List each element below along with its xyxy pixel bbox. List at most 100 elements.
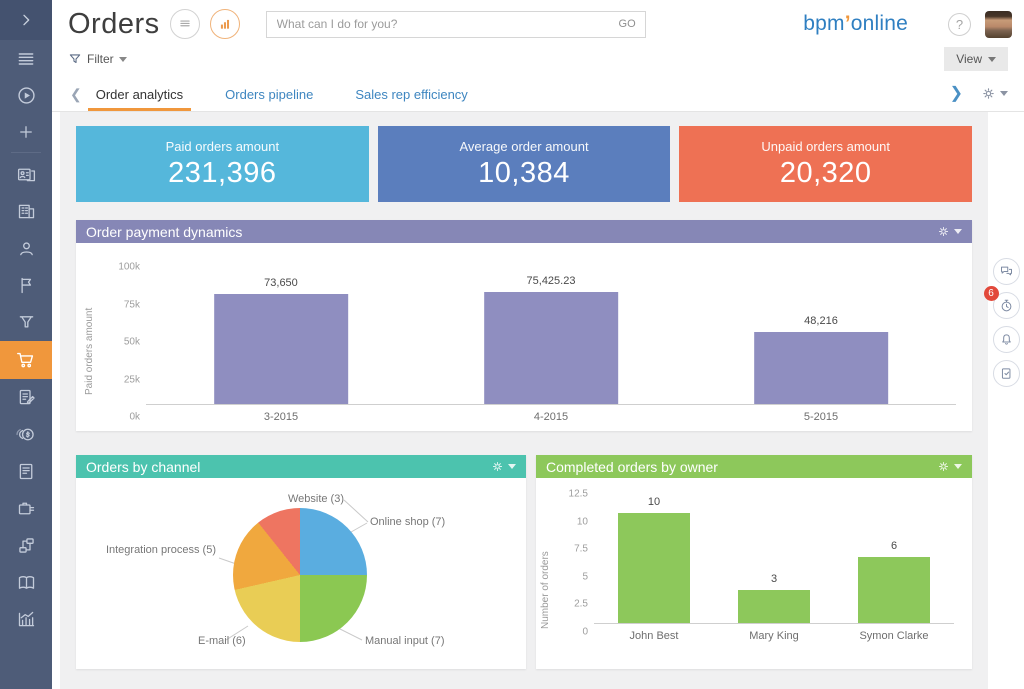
widget-title: Orders by channel <box>86 458 201 475</box>
bar-john-best[interactable]: 10 <box>618 496 690 623</box>
y-tick: 50k <box>123 336 140 348</box>
analytics-view-button[interactable] <box>209 9 240 39</box>
tab-sales-rep-efficiency[interactable]: Sales rep efficiency <box>355 87 468 102</box>
x-axis-ticks: John Best Mary King Symon Clarke <box>594 624 954 646</box>
sidebar-item-menu[interactable] <box>0 40 52 77</box>
chat-icon <box>999 264 1014 279</box>
sidebar-item-projects[interactable] <box>0 490 52 527</box>
widget-settings-button[interactable] <box>491 460 516 473</box>
tab-order-analytics[interactable]: Order analytics <box>87 87 192 111</box>
dashboard-tabs: ❮ Order analytics Orders pipeline Sales … <box>52 74 1024 112</box>
chart-body: Number of orders 12.5 10 7.5 5 2.5 0 10 3 6 Joh… <box>536 478 972 669</box>
kpi-paid-orders[interactable]: Paid orders amount 231,396 <box>76 126 369 202</box>
chevron-down-icon <box>954 229 962 234</box>
chevron-down-icon <box>988 56 996 62</box>
tabs-back-chevron[interactable]: ❮ <box>70 86 82 102</box>
help-button[interactable]: ? <box>948 12 971 36</box>
reminders-button[interactable]: 6 <box>983 286 1020 319</box>
x-axis-ticks: 3-2015 4-2015 5-2015 <box>146 405 956 427</box>
feed-button[interactable] <box>992 258 1020 285</box>
bar-symon-clarke[interactable]: 6 <box>858 540 930 623</box>
y-tick: 0k <box>129 411 140 423</box>
sidebar-expand-button[interactable] <box>0 0 52 40</box>
pie-chart[interactable] <box>233 508 367 642</box>
bar-plot: 10 3 6 <box>594 486 954 624</box>
widget-completed-orders-by-owner: Completed orders by owner Number of orde… <box>536 455 972 669</box>
contract-icon <box>16 387 37 408</box>
search-input[interactable] <box>266 11 597 37</box>
widget-settings-button[interactable] <box>937 460 962 473</box>
sidebar-item-group[interactable] <box>0 156 52 193</box>
sidebar-item-contacts[interactable] <box>0 230 52 267</box>
play-circle-icon <box>16 85 37 106</box>
sidebar-item-orders[interactable] <box>0 341 52 379</box>
sidebar-item-invoices[interactable] <box>0 416 52 453</box>
sidebar-item-knowledge-base[interactable] <box>0 564 52 601</box>
briefcase-icon <box>16 498 37 519</box>
y-tick: 25k <box>123 374 140 385</box>
sidebar-divider <box>11 152 41 153</box>
y-axis-ticks: 100k 75k 50k 25k 0k <box>102 262 140 423</box>
top-bar: Orders GO bpm’online ? <box>52 0 1024 44</box>
y-axis-title: Paid orders amount <box>84 307 95 395</box>
view-label: View <box>956 52 982 66</box>
pie-label-integration-process: Integration process (5) <box>105 544 216 556</box>
sidebar-item-contracts[interactable] <box>0 379 52 416</box>
kpi-label: Unpaid orders amount <box>761 138 890 154</box>
list-view-button[interactable] <box>169 9 200 39</box>
y-tick: 2.5 <box>574 598 588 610</box>
widget-title: Order payment dynamics <box>86 223 243 240</box>
kpi-label: Average order amount <box>459 138 589 154</box>
y-axis-title: Number of orders <box>540 551 551 629</box>
toolbar-row: Filter View <box>52 44 1024 74</box>
tab-orders-pipeline[interactable]: Orders pipeline <box>225 87 314 102</box>
y-tick: 5 <box>582 571 588 583</box>
sidebar-item-leads[interactable] <box>0 304 52 341</box>
y-tick: 75k <box>123 299 140 310</box>
list-view-icon <box>178 17 192 31</box>
tasks-button[interactable] <box>992 360 1020 387</box>
cart-icon <box>15 349 37 371</box>
avatar[interactable] <box>985 10 1012 38</box>
dashboard-panel: Paid orders amount 231,396 Average order… <box>60 112 988 689</box>
filter-dropdown[interactable]: Filter <box>68 52 127 66</box>
chart-body: Paid orders amount 100k 75k 50k 25k 0k 73,65… <box>76 243 972 431</box>
filter-label: Filter <box>87 52 114 66</box>
widget-settings-button[interactable] <box>937 225 962 238</box>
sidebar-item-process[interactable] <box>0 77 52 114</box>
sidebar-item-processes[interactable] <box>0 527 52 564</box>
widget-orders-by-channel: Orders by channel <box>76 455 526 669</box>
id-card-icon <box>16 164 37 185</box>
view-button[interactable]: View <box>944 47 1008 71</box>
y-tick: 0 <box>582 626 588 638</box>
right-rail: 6 <box>983 112 1024 689</box>
collapse-chevron-icon <box>18 12 34 28</box>
bar-5-2015[interactable]: 48,216 <box>754 315 888 404</box>
menu-icon <box>16 49 36 69</box>
sidebar-item-documents[interactable] <box>0 453 52 490</box>
go-button[interactable]: GO <box>618 18 636 30</box>
notifications-button[interactable] <box>992 326 1020 353</box>
bar-value-label: 73,650 <box>264 277 298 290</box>
x-tick: 5-2015 <box>803 411 839 423</box>
kpi-average-order[interactable]: Average order amount 10,384 <box>377 126 671 202</box>
bar-value-label: 75,425.23 <box>526 274 576 287</box>
bar-mary-king[interactable]: 3 <box>738 573 810 623</box>
bar-4-2015[interactable]: 75,425.23 <box>484 275 618 404</box>
coins-icon <box>15 424 37 445</box>
kpi-row: Paid orders amount 231,396 Average order… <box>76 126 973 202</box>
funnel-icon <box>16 312 37 333</box>
sidebar-item-activities[interactable] <box>0 267 52 304</box>
bar-value-label: 48,216 <box>804 315 838 328</box>
bar-value-label: 3 <box>770 573 778 586</box>
tabs-forward-chevron[interactable]: ❯ <box>949 85 963 102</box>
gear-icon <box>937 460 950 473</box>
sidebar-item-dashboards[interactable] <box>0 601 52 638</box>
sidebar-item-accounts[interactable] <box>0 193 52 230</box>
document-icon <box>16 461 37 482</box>
sidebar-item-add[interactable] <box>0 114 52 149</box>
bar-3-2015[interactable]: 73,650 <box>214 277 348 404</box>
x-tick: 3-2015 <box>263 411 299 423</box>
dashboard-settings-button[interactable] <box>981 86 1008 101</box>
kpi-unpaid-orders[interactable]: Unpaid orders amount 20,320 <box>679 126 973 202</box>
